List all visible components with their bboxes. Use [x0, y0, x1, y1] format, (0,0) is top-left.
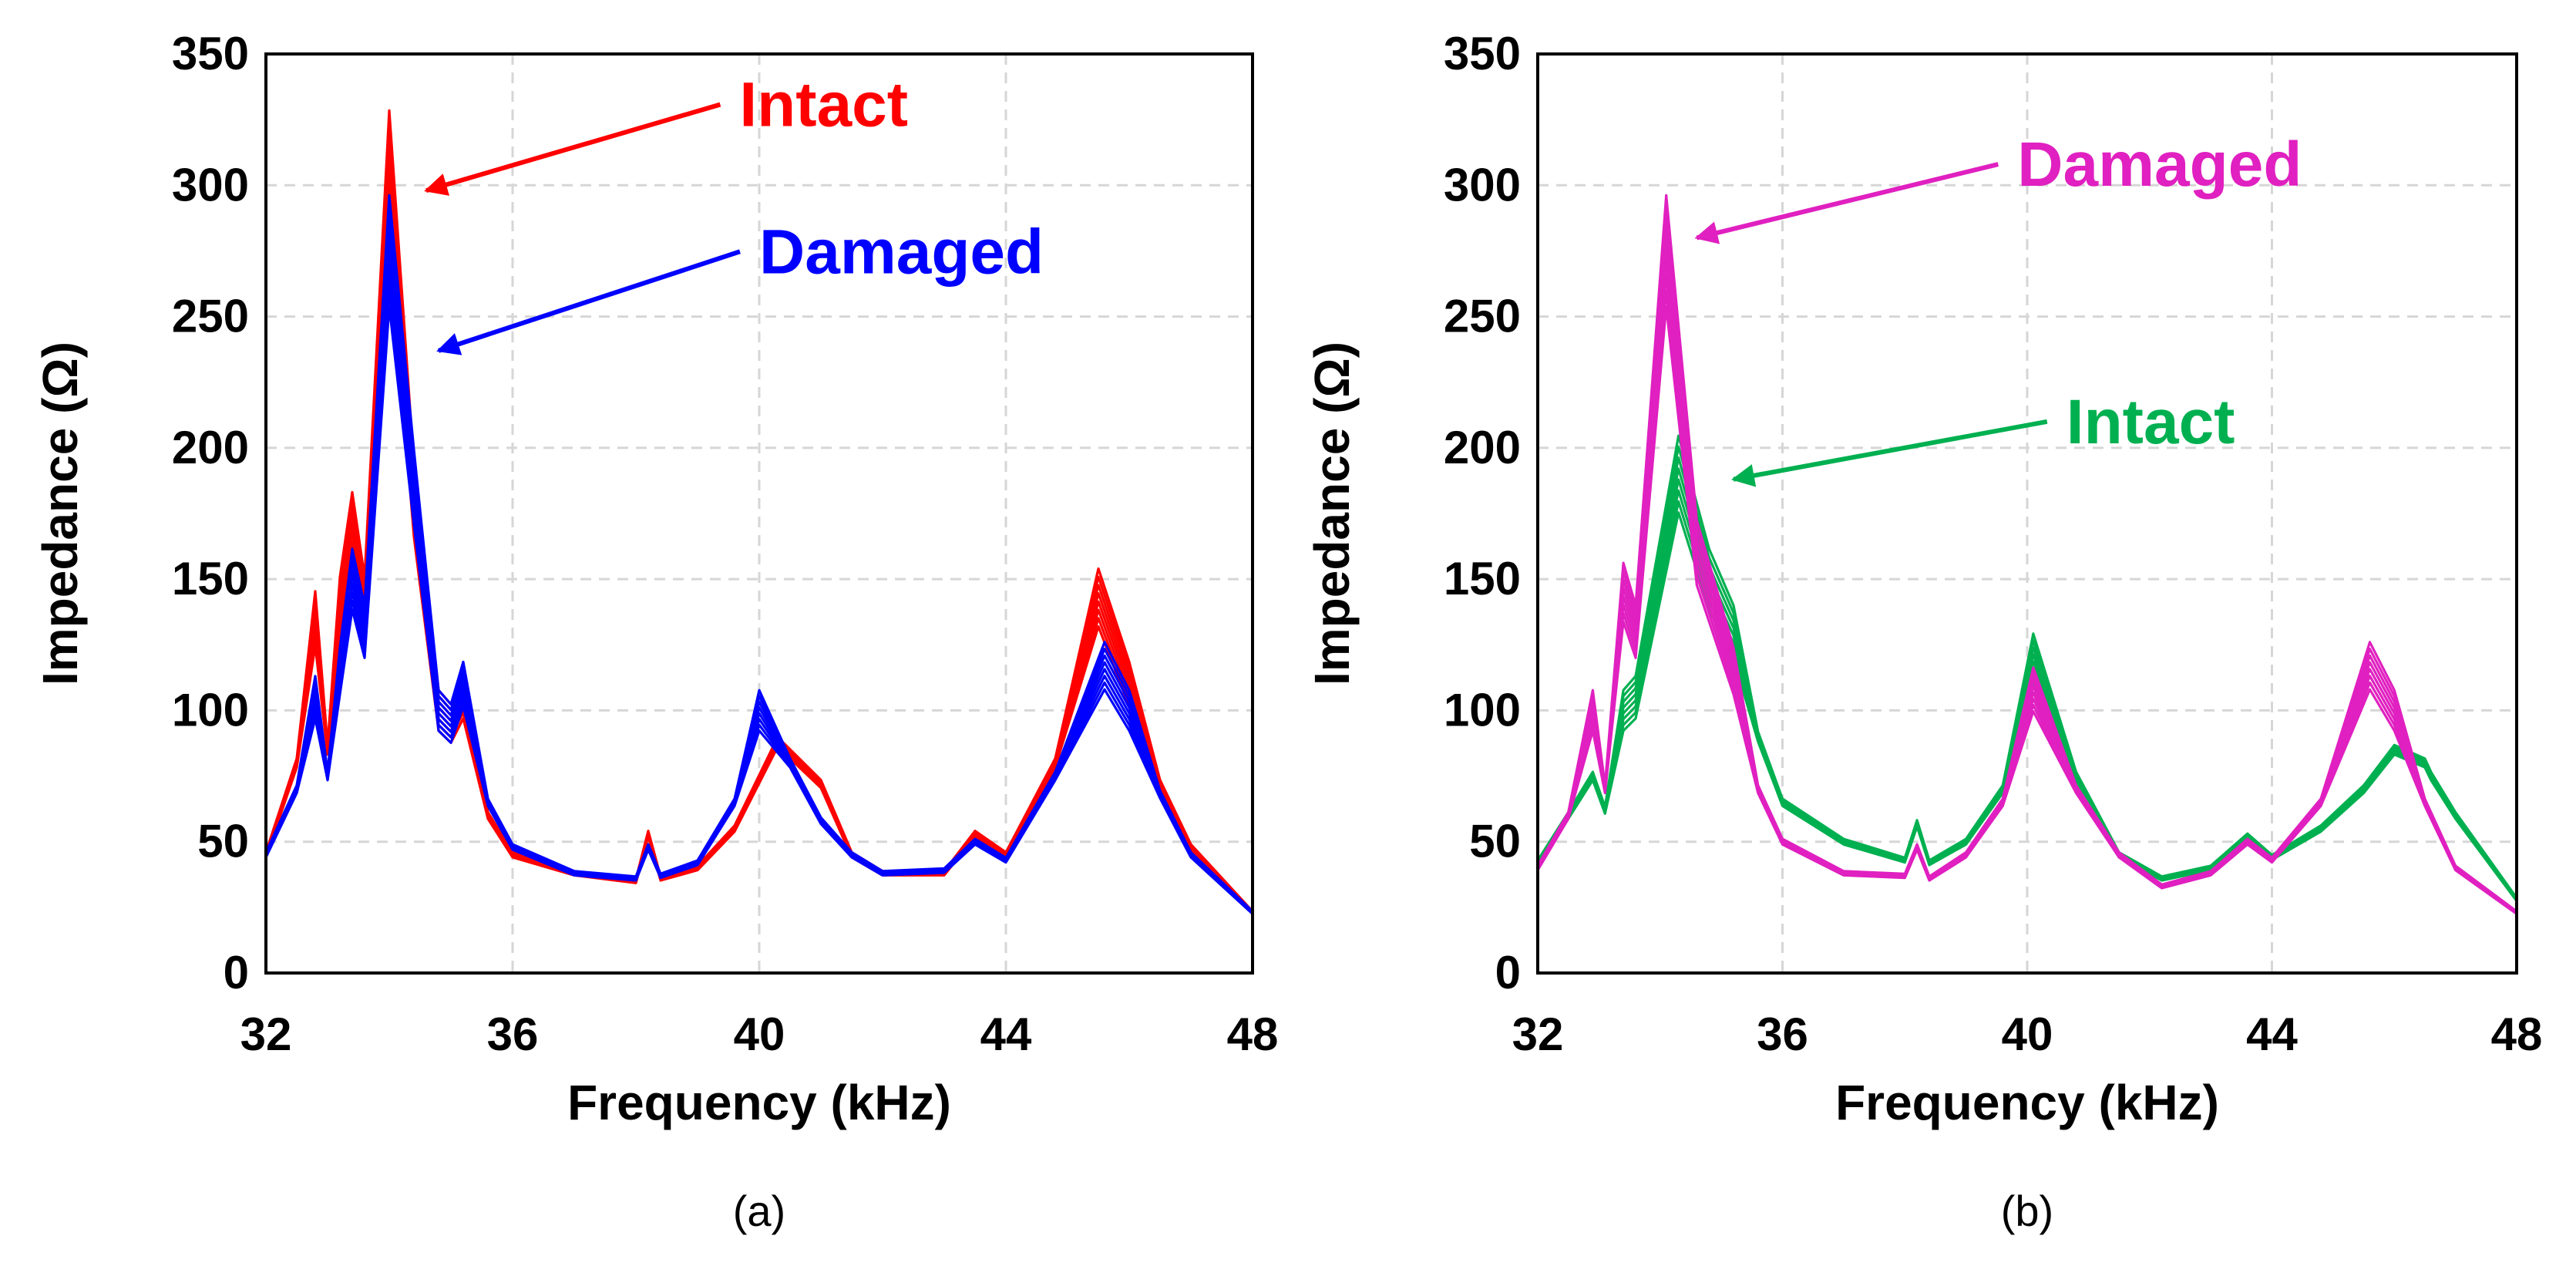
- series-line-damaged: [1536, 225, 2518, 914]
- y-tick-label: 350: [172, 28, 249, 79]
- plot-frame: [1536, 52, 2518, 975]
- y-tick-label: 300: [172, 159, 249, 210]
- annotation-label-intact: Intact: [739, 70, 908, 140]
- x-tick-label: 40: [2002, 1008, 2053, 1060]
- x-tick-label: 36: [1757, 1008, 1808, 1060]
- series-intact: [1536, 434, 2518, 903]
- annotation-label-intact: Intact: [2067, 387, 2235, 457]
- annotation-arrow-intact: [424, 102, 721, 196]
- x-tick-label: 32: [1512, 1008, 1564, 1060]
- x-tick-label: 44: [980, 1008, 1032, 1060]
- y-tick-label: 200: [172, 422, 249, 473]
- y-tick-label: 200: [1444, 422, 1521, 473]
- y-tick-label: 350: [1444, 28, 1521, 79]
- plot-frame: [264, 52, 1254, 975]
- y-tick-label: 150: [1444, 553, 1521, 604]
- y-tick-label: 300: [1444, 159, 1521, 210]
- annotation-label-damaged: Damaged: [759, 217, 1044, 287]
- series-damaged: [1536, 194, 2518, 915]
- y-tick-label: 50: [197, 816, 249, 867]
- series-damaged: [264, 194, 1254, 915]
- y-tick-label: 250: [1444, 291, 1521, 342]
- panel-caption: (b): [2001, 1187, 2053, 1235]
- y-tick-label: 0: [1495, 947, 1521, 998]
- x-tick-label: 32: [240, 1008, 292, 1060]
- y-tick-label: 50: [1469, 816, 1521, 867]
- x-tick-label: 36: [487, 1008, 539, 1060]
- annotation-arrow-damaged: [1694, 162, 1999, 244]
- y-tick-label: 0: [224, 947, 249, 998]
- y-axis-title: Impedance (Ω): [32, 342, 88, 685]
- series-line-damaged: [264, 194, 1254, 913]
- x-axis-title: Frequency (kHz): [1835, 1075, 2219, 1130]
- y-tick-label: 100: [1444, 684, 1521, 736]
- y-tick-label: 100: [172, 684, 249, 736]
- x-tick-label: 40: [734, 1008, 785, 1060]
- x-tick-label: 48: [1227, 1008, 1279, 1060]
- y-tick-label: 250: [172, 291, 249, 342]
- series-line-damaged: [264, 225, 1254, 914]
- series-line-intact: [264, 109, 1254, 913]
- y-tick-label: 150: [172, 553, 249, 604]
- annotation-arrow-intact: [1731, 419, 2048, 487]
- chart-panel-b: 0 50 100 150 200 250 300 350 32 36 40 44 48 Frequency…: [1304, 28, 2542, 1235]
- x-tick-label: 44: [2246, 1008, 2298, 1060]
- x-axis-title: Frequency (kHz): [567, 1075, 951, 1130]
- series-line-damaged: [1536, 194, 2518, 913]
- panel-caption: (a): [733, 1187, 785, 1235]
- x-tick-label: 48: [2491, 1008, 2543, 1060]
- annotation-label-damaged: Damaged: [2017, 130, 2302, 200]
- annotation-arrow-damaged: [436, 249, 741, 355]
- series-line-intact: [1536, 434, 2518, 900]
- chart-panel-a: 0 50 100 150 200 250 300 350 32 36 40 44 48 Frequency…: [32, 28, 1278, 1235]
- y-axis-title: Impedance (Ω): [1304, 342, 1360, 685]
